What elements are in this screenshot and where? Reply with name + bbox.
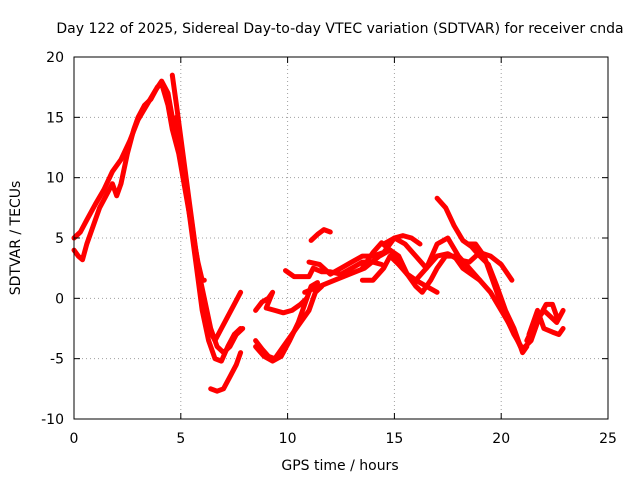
series-arc-2: [71, 78, 246, 356]
x-tick-label: 0: [70, 431, 79, 447]
series-arc-6: [253, 289, 310, 316]
y-axis-label: SDTVAR / TECUs: [8, 181, 24, 296]
x-tick-label: 20: [492, 431, 510, 447]
x-tick-label: 5: [176, 431, 185, 447]
series-arc-10: [308, 227, 333, 243]
data-series: [71, 72, 566, 394]
chart-title: Day 122 of 2025, Sidereal Day-to-day VTE…: [56, 21, 623, 37]
y-tick-label: 15: [46, 110, 64, 126]
y-tick-label: 0: [55, 291, 64, 307]
y-tick-label: 5: [55, 231, 64, 247]
series-arc-5: [208, 350, 244, 394]
series-arc-19: [526, 307, 566, 337]
x-tick-label: 25: [599, 431, 617, 447]
series-arc-17: [466, 241, 560, 352]
y-tick-label: 10: [46, 171, 64, 187]
grid: [74, 57, 608, 419]
x-tick-label: 15: [385, 431, 403, 447]
y-tick-label: -5: [50, 352, 64, 368]
axis-ticks: 0 5 10 15 20 25 -10 -5 0 5 10 15 20: [41, 50, 617, 447]
series-arc-4: [174, 114, 244, 364]
y-tick-label: -10: [41, 412, 64, 428]
series-arc-13: [359, 253, 483, 295]
series-arc-14: [381, 235, 523, 350]
x-axis-label: GPS time / hours: [281, 458, 398, 474]
y-tick-label: 20: [46, 50, 64, 66]
x-tick-label: 10: [279, 431, 297, 447]
